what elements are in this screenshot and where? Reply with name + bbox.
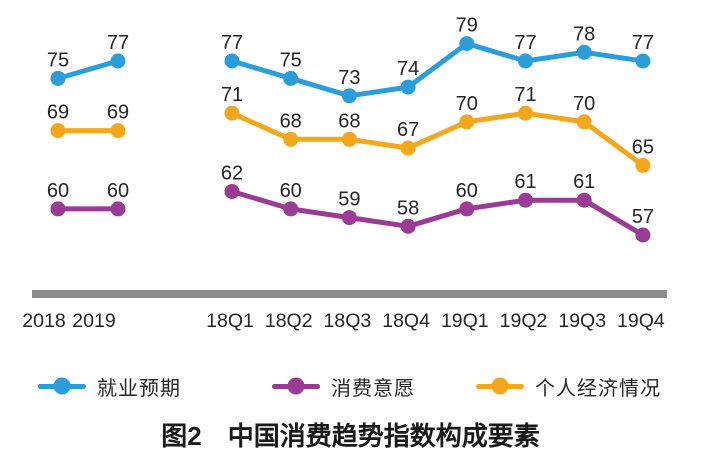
x-axis-label: 18Q4 bbox=[382, 310, 430, 332]
data-label: 59 bbox=[338, 189, 360, 211]
data-point bbox=[576, 192, 592, 208]
legend: 就业预期 消费意愿 个人经济情况 bbox=[0, 368, 701, 404]
x-axis-label: 18Q3 bbox=[324, 310, 372, 332]
trend-line-chart: 2018 2019 18Q1 18Q2 18Q3 18Q4 19Q1 19Q2 19Q3 19Q4… bbox=[22, 15, 667, 332]
data-point bbox=[224, 53, 240, 69]
data-point bbox=[341, 131, 357, 147]
data-label: 70 bbox=[456, 93, 478, 115]
legend-line-marker-purple bbox=[272, 377, 320, 395]
data-label: 60 bbox=[280, 180, 302, 202]
data-point bbox=[224, 105, 240, 121]
data-label: 57 bbox=[632, 206, 654, 228]
data-point bbox=[341, 210, 357, 226]
legend-dot-icon bbox=[491, 377, 509, 395]
data-point bbox=[341, 88, 357, 104]
legend-label: 就业预期 bbox=[97, 377, 181, 400]
data-point bbox=[110, 201, 126, 217]
legend-item-consumption-willingness: 消费意愿 bbox=[272, 368, 415, 404]
data-point bbox=[283, 70, 299, 86]
data-label: 71 bbox=[514, 84, 536, 106]
data-label: 75 bbox=[47, 49, 69, 71]
data-label: 73 bbox=[338, 67, 360, 89]
data-point bbox=[459, 201, 475, 217]
data-label: 68 bbox=[338, 110, 360, 132]
data-point bbox=[635, 227, 651, 243]
series-line bbox=[229, 41, 646, 99]
data-label: 67 bbox=[397, 119, 419, 141]
data-label: 77 bbox=[221, 32, 243, 54]
data-point bbox=[400, 79, 416, 95]
data-point bbox=[110, 53, 126, 69]
legend-label: 消费意愿 bbox=[331, 377, 415, 400]
series-line bbox=[229, 110, 646, 168]
data-label: 58 bbox=[397, 197, 419, 219]
data-point bbox=[400, 218, 416, 234]
data-point bbox=[518, 53, 533, 69]
data-label: 70 bbox=[573, 93, 595, 115]
data-label: 79 bbox=[456, 15, 478, 37]
data-point bbox=[400, 140, 416, 156]
data-label: 74 bbox=[397, 58, 419, 80]
data-point bbox=[576, 114, 592, 130]
legend-item-personal-economic-situation: 个人经济情况 bbox=[476, 368, 661, 404]
data-label: 61 bbox=[573, 171, 595, 193]
data-point bbox=[518, 192, 533, 208]
legend-label: 个人经济情况 bbox=[535, 377, 661, 400]
data-label: 69 bbox=[47, 102, 69, 124]
series-line bbox=[55, 58, 121, 81]
data-point bbox=[576, 44, 592, 60]
data-point bbox=[110, 123, 126, 139]
figure-caption: 图2 中国消费趋势指数构成要素 bbox=[0, 416, 701, 453]
figure-title-text: 中国消费趋势指数构成要素 bbox=[227, 421, 540, 451]
data-label: 77 bbox=[107, 32, 129, 54]
data-label: 77 bbox=[514, 32, 536, 54]
data-label: 77 bbox=[632, 32, 654, 54]
x-axis-label: 18Q2 bbox=[265, 310, 313, 332]
data-point bbox=[635, 157, 651, 173]
data-label: 71 bbox=[221, 84, 243, 106]
legend-item-employment-expectation: 就业预期 bbox=[38, 368, 181, 404]
data-label: 69 bbox=[107, 102, 129, 124]
data-label: 75 bbox=[280, 49, 302, 71]
data-label: 61 bbox=[514, 171, 536, 193]
data-point bbox=[518, 105, 533, 121]
data-point bbox=[635, 53, 651, 69]
x-axis-label: 19Q3 bbox=[558, 310, 606, 332]
legend-dot-icon bbox=[287, 377, 305, 395]
data-point bbox=[459, 114, 475, 130]
legend-line-marker-orange bbox=[476, 377, 524, 395]
x-axis-label: 19Q4 bbox=[617, 310, 665, 332]
series-line bbox=[229, 189, 646, 238]
data-point bbox=[283, 201, 299, 217]
data-label: 60 bbox=[456, 180, 478, 202]
x-axis-label: 2018 bbox=[22, 310, 65, 332]
data-label: 68 bbox=[280, 110, 302, 132]
x-axis-label: 19Q2 bbox=[500, 310, 548, 332]
data-point bbox=[50, 201, 66, 217]
data-point bbox=[50, 123, 66, 139]
data-label: 60 bbox=[107, 180, 129, 202]
data-label: 78 bbox=[573, 23, 595, 45]
axis-separator-bar bbox=[32, 290, 667, 298]
legend-dot-icon bbox=[53, 377, 71, 395]
data-point bbox=[50, 70, 66, 86]
data-label: 62 bbox=[221, 163, 243, 185]
data-label: 65 bbox=[632, 136, 654, 158]
x-axis-label: 18Q1 bbox=[206, 310, 254, 332]
legend-line-marker-blue bbox=[38, 377, 86, 395]
figure-number: 图2 bbox=[161, 421, 202, 451]
data-label: 60 bbox=[47, 180, 69, 202]
x-axis-label: 19Q1 bbox=[441, 310, 489, 332]
data-point bbox=[459, 36, 475, 52]
data-point bbox=[224, 184, 240, 199]
x-axis-label: 2019 bbox=[72, 310, 115, 332]
data-point bbox=[283, 131, 299, 147]
